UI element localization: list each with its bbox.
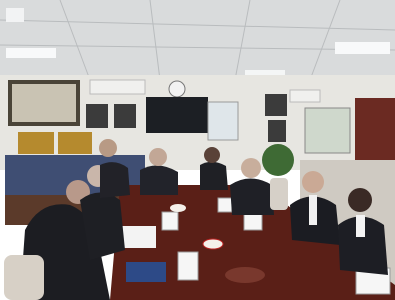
chair bbox=[270, 178, 288, 210]
clock bbox=[169, 81, 185, 97]
cabinet bbox=[355, 98, 395, 168]
teacup bbox=[203, 239, 223, 249]
ceiling-light bbox=[6, 8, 24, 22]
frame bbox=[265, 94, 287, 116]
name-card bbox=[218, 198, 232, 212]
meeting-photo bbox=[0, 0, 395, 300]
name-card bbox=[178, 252, 198, 280]
window bbox=[208, 102, 238, 140]
window bbox=[305, 108, 350, 153]
frame bbox=[268, 120, 286, 142]
folder bbox=[126, 262, 166, 282]
tv-screen bbox=[146, 97, 208, 133]
air-conditioner bbox=[90, 80, 145, 94]
table-reflection bbox=[225, 267, 265, 283]
frame bbox=[114, 104, 136, 128]
chair bbox=[4, 255, 44, 300]
page bbox=[0, 0, 395, 300]
plaque bbox=[58, 132, 92, 154]
ceiling-light bbox=[335, 42, 390, 54]
teacup bbox=[170, 204, 186, 212]
plant bbox=[262, 144, 294, 176]
air-conditioner bbox=[290, 90, 320, 102]
plaque bbox=[18, 132, 54, 154]
frame bbox=[86, 104, 108, 128]
painting-canvas bbox=[12, 84, 76, 122]
ceiling-light bbox=[6, 48, 56, 58]
name-card bbox=[162, 212, 178, 230]
